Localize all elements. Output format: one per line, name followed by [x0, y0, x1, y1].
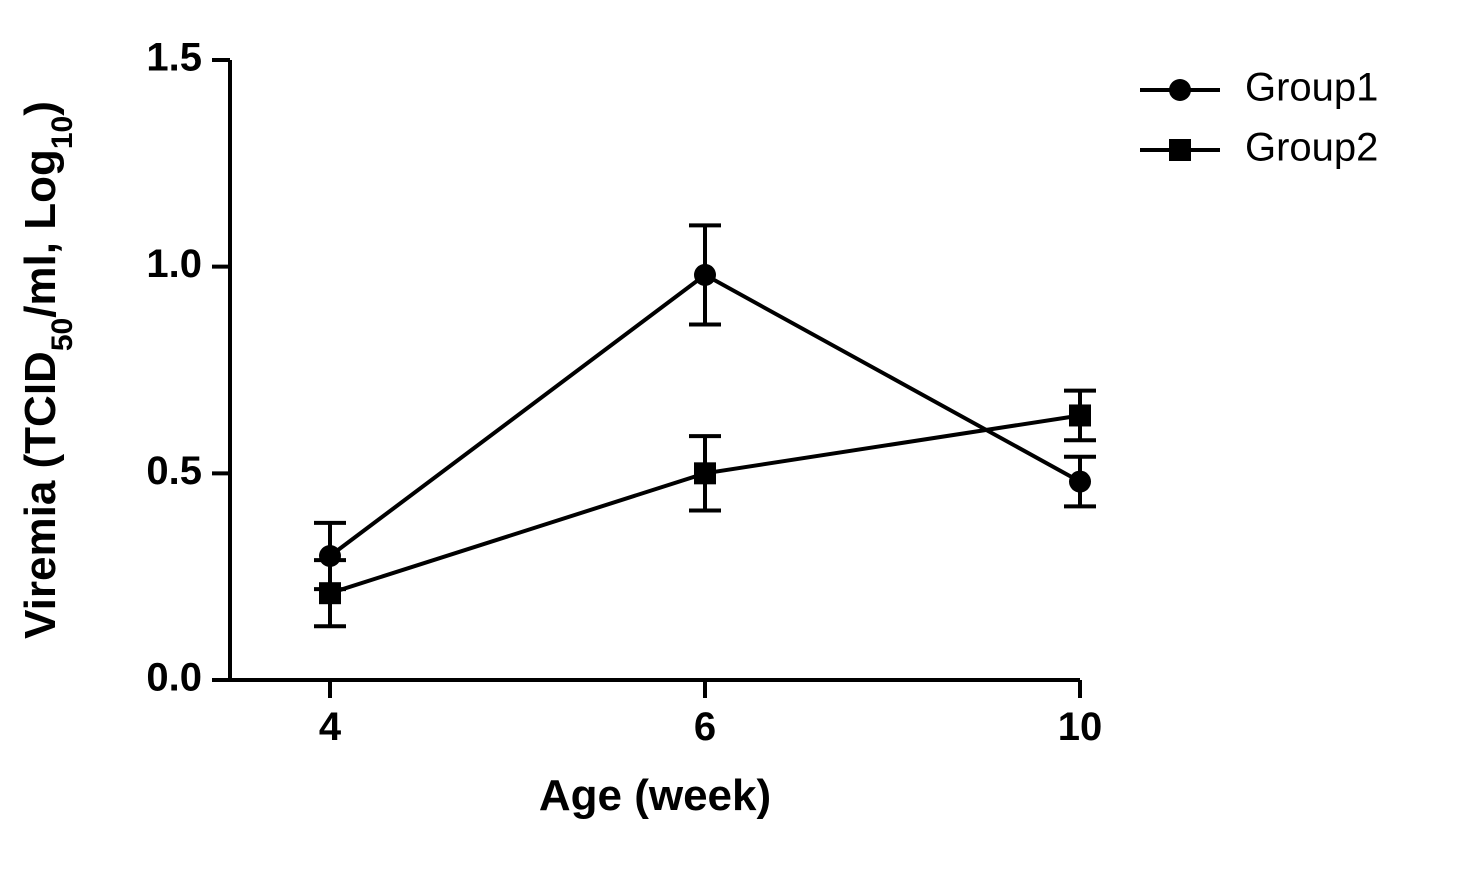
marker-square — [694, 462, 716, 484]
legend-label: Group2 — [1245, 126, 1378, 170]
y-tick-label: 1.5 — [146, 36, 202, 80]
marker-circle — [1069, 471, 1091, 493]
y-tick-label: 1.0 — [146, 242, 202, 286]
x-tick-label: 10 — [1058, 705, 1103, 749]
marker-square — [1069, 404, 1091, 426]
marker-circle — [694, 264, 716, 286]
legend-marker-square — [1169, 139, 1191, 161]
x-tick-label: 4 — [319, 705, 342, 749]
x-tick-label: 6 — [694, 705, 716, 749]
viremia-line-chart: 0.0 0.5 1.0 1.5 4 6 10 Age (week) Viremia (TCID5… — [0, 0, 1480, 870]
y-tick-label: 0.5 — [146, 449, 202, 493]
legend-marker-circle — [1169, 79, 1191, 101]
chart-container: 0.0 0.5 1.0 1.5 4 6 10 Age (week) Viremia (TCID5… — [0, 0, 1480, 870]
y-axis-label: Viremia (TCID50/ml, Log10) — [16, 101, 79, 639]
x-axis-label: Age (week) — [539, 771, 771, 820]
marker-square — [319, 582, 341, 604]
y-tick-label: 0.0 — [146, 656, 202, 700]
legend-label: Group1 — [1245, 66, 1378, 110]
